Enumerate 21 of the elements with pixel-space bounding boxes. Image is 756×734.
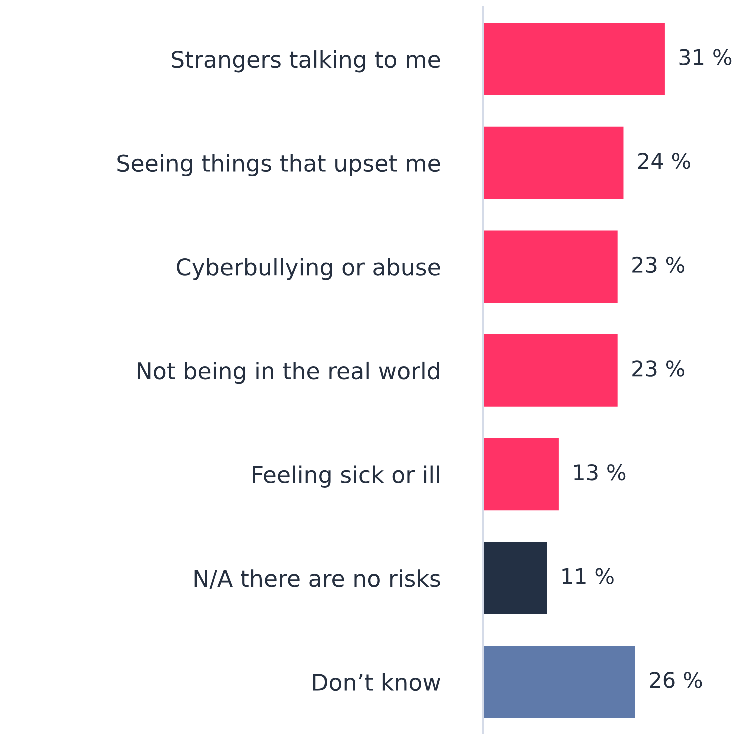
bar bbox=[483, 22, 666, 97]
bar bbox=[483, 126, 626, 201]
y-tick-label: Not being in the real world bbox=[138, 362, 440, 384]
data-label: 13 % bbox=[574, 464, 626, 481]
y-tick-label: Feeling sick or ill bbox=[253, 466, 440, 488]
bar bbox=[483, 644, 637, 720]
bar bbox=[483, 333, 620, 408]
data-label: 11 % bbox=[562, 568, 614, 585]
data-label: 26 % bbox=[650, 672, 702, 688]
y-tick-label: Strangers talking to me bbox=[172, 50, 440, 73]
y-tick-label: Cyberbullying or abuse bbox=[177, 258, 440, 280]
bar bbox=[483, 540, 549, 616]
data-label: 23 % bbox=[632, 360, 685, 377]
y-tick-label: Seeing things that upset me bbox=[118, 154, 440, 177]
y-tick-label: N/A there are no risks bbox=[194, 570, 440, 590]
data-label: 24 % bbox=[638, 153, 690, 170]
bar bbox=[483, 436, 560, 512]
bar bbox=[483, 229, 620, 304]
data-label: 23 % bbox=[632, 256, 685, 274]
y-tick-label: Don’t know bbox=[313, 673, 440, 692]
data-label: 31 % bbox=[680, 49, 732, 66]
